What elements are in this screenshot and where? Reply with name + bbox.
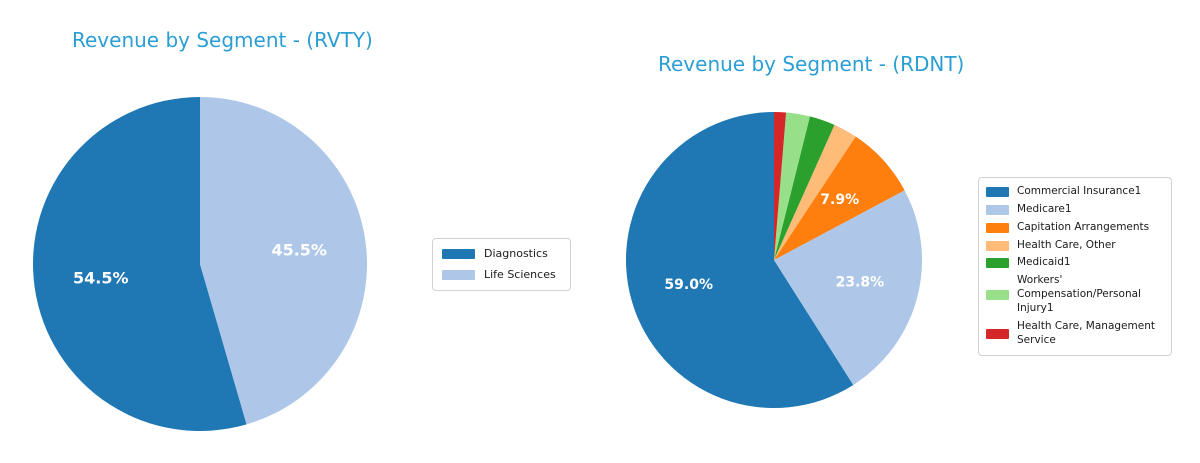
legend-rvty: Diagnostics Life Sciences <box>432 238 571 292</box>
legend-item-rvty-0: Diagnostics <box>442 247 561 262</box>
legend-label: Life Sciences <box>484 267 556 281</box>
pie-slice-rdnt-0 <box>625 112 854 409</box>
pie-slice-rdnt-2 <box>774 136 905 260</box>
legend-label: Commercial Insurance1 <box>1017 185 1142 197</box>
legend-swatch-icon <box>986 204 1009 215</box>
legend-swatch-icon <box>986 222 1009 233</box>
legend-swatch-icon <box>442 269 475 280</box>
legend-label: Health Care, Other <box>1017 238 1116 251</box>
legend-rdnt: Commercial Insurance1 Medicare1 Capitation… <box>978 177 1172 356</box>
legend-label: Diagnostics <box>484 247 548 260</box>
legend-item-rdnt-6: Health Care, Management Service <box>986 320 1164 348</box>
legend-swatch-icon <box>986 258 1009 269</box>
legend-item-rdnt-4: Medicaid1 <box>986 256 1164 270</box>
legend-label: Medicaid1 <box>1017 256 1071 269</box>
legend-item-rdnt-5: Workers' Compensation/Personal Injury1 <box>986 274 1164 316</box>
legend-item-rdnt-3: Health Care, Other <box>986 239 1164 253</box>
pie-slice-rdnt-5 <box>774 112 810 261</box>
legend-label: Medicare1 <box>1017 202 1072 215</box>
pie-slice-rdnt-6 <box>774 112 787 260</box>
pie-pct-label-rdnt-0: 59.0% <box>664 277 713 293</box>
pie-pct-label-rvty-0: 54.5% <box>73 269 129 288</box>
legend-item-rdnt-2: Capitation Arrangements <box>986 221 1164 235</box>
legend-label: Capitation Arrangements <box>1017 220 1150 233</box>
pie-slice-rvty-0 <box>33 97 247 431</box>
pie-pct-label-rvty-1: 45.5% <box>271 240 327 259</box>
legend-label: Health Care, Management Service <box>1017 319 1155 346</box>
legend-item-rdnt-0: Commercial Insurance1 <box>986 185 1164 199</box>
legend-item-rvty-1: Life Sciences <box>442 268 561 283</box>
chart-title-rdnt: Revenue by Segment - (RDNT) <box>658 52 965 76</box>
legend-swatch-icon <box>442 249 475 260</box>
pie-slice-rdnt-1 <box>774 190 922 385</box>
legend-label: Workers' Compensation/Personal Injury1 <box>1017 274 1141 315</box>
pie-slice-rdnt-3 <box>774 124 856 260</box>
legend-swatch-icon <box>986 186 1009 197</box>
legend-item-rdnt-1: Medicare1 <box>986 203 1164 217</box>
pie-slice-rdnt-4 <box>774 116 835 260</box>
pie-pct-label-rdnt-1: 23.8% <box>836 275 885 291</box>
legend-swatch-icon <box>986 328 1009 339</box>
legend-swatch-icon <box>986 290 1009 301</box>
legend-swatch-icon <box>986 240 1009 251</box>
pie-slice-rvty-1 <box>200 97 368 425</box>
pie-pct-label-rdnt-2: 7.9% <box>820 192 859 208</box>
chart-title-rvty: Revenue by Segment - (RVTY) <box>72 28 373 52</box>
